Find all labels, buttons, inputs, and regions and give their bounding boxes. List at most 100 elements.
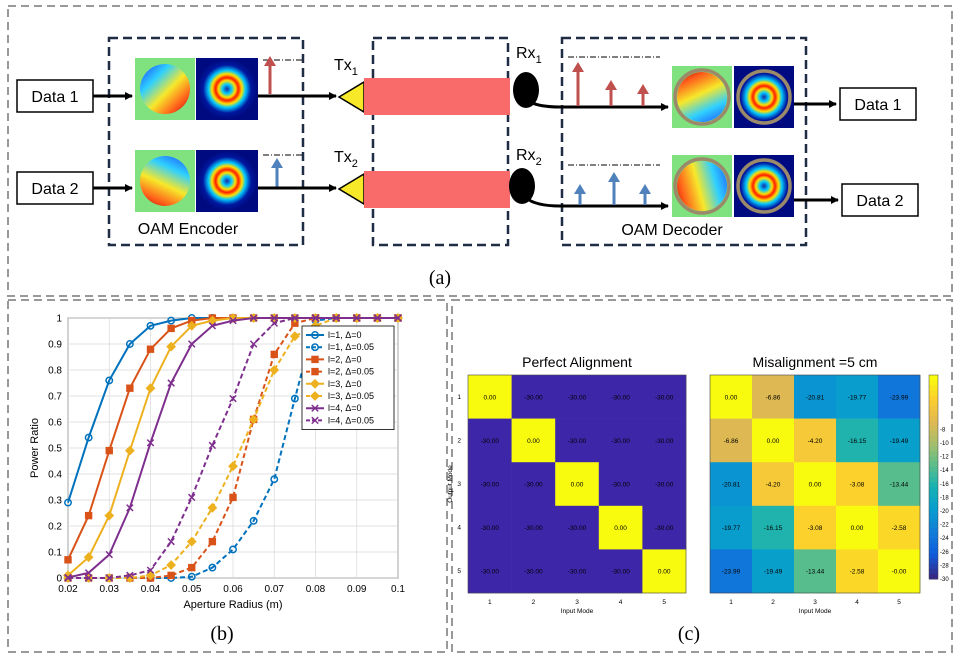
- channel-box: [371, 36, 510, 247]
- rx2-label: Rx2: [516, 147, 542, 168]
- y-tick-label: 0.9: [48, 340, 62, 351]
- data-point: [105, 550, 113, 559]
- cell-value: -16.15: [848, 438, 867, 445]
- panel-a-label: (a): [429, 267, 451, 289]
- dec-arrow-red-b-head: [605, 80, 617, 90]
- cell-value: -19.49: [764, 569, 783, 576]
- heatmap-cell: [555, 549, 600, 594]
- power-ratio-chart: 0.02 0.03 0.04 0.05 0.06 0.07 0.08 0.09 0.1 0 0.1 0…: [29, 313, 405, 611]
- colorbar-step: [929, 461, 938, 468]
- heatmap-frame: [467, 374, 687, 594]
- heatmap-cell: [752, 418, 795, 463]
- rx1-detector: [513, 72, 539, 108]
- colorbar-tick: -12: [940, 455, 949, 461]
- cell-value: -6.86: [724, 438, 739, 445]
- colorbar-tick: -24: [940, 536, 949, 542]
- heatmap-cell: [836, 418, 879, 463]
- cell-value: 0.00: [809, 482, 822, 489]
- dec-phase-spiral-1: [677, 72, 727, 122]
- x-tick-label: 4: [619, 599, 623, 606]
- cell-value: -20.81: [722, 482, 741, 489]
- cell-value: -13.44: [890, 482, 909, 489]
- cell-value: -30.00: [481, 482, 500, 489]
- dec-arrow-blue-c-head: [639, 184, 651, 194]
- colorbar-frame: [928, 374, 939, 580]
- cell-value: -30.00: [611, 438, 630, 445]
- mode-arrow-blue-1-head: [271, 158, 283, 168]
- data-point: [167, 316, 176, 325]
- beam-1: [364, 78, 510, 115]
- data-point: [289, 331, 300, 342]
- data-point: [105, 376, 114, 385]
- cell-value: -30.00: [568, 569, 587, 576]
- y-tick-label: 0.3: [48, 496, 62, 507]
- panel-c-border: [451, 299, 953, 653]
- heatmap-cell: [598, 505, 643, 550]
- colorbar-step: [929, 568, 938, 575]
- dec-arrow-red-a-head: [572, 62, 584, 72]
- colorbar-step: [929, 538, 938, 544]
- cell-value: 0.00: [767, 438, 780, 445]
- data-point: [394, 314, 402, 322]
- heatmap-cell: [794, 418, 837, 463]
- data-point: [64, 498, 72, 507]
- colorbar-tick: -18: [940, 495, 949, 501]
- colorbar-step: [929, 543, 938, 549]
- cell-value: -3.08: [808, 525, 823, 532]
- output-data-1-label: Data 1: [854, 97, 901, 114]
- x-tick-label: 0.05: [182, 584, 202, 595]
- heatmap-cell: [878, 549, 921, 594]
- data-point: [167, 379, 175, 387]
- colorbar-tick: -30: [940, 577, 949, 583]
- series-8: [64, 314, 402, 582]
- phase-spiral-1: [140, 64, 190, 114]
- cell-value: 0.00: [725, 394, 738, 401]
- cell-value: -4.20: [766, 482, 781, 489]
- data-point: [353, 314, 361, 322]
- data-point: [228, 313, 238, 323]
- legend-entry: l=3, Δ=0: [328, 379, 362, 389]
- cell-value: -16.15: [764, 525, 783, 532]
- data-point: [166, 341, 177, 352]
- colorbar-tick: -14: [940, 468, 949, 474]
- data-point: [84, 574, 93, 582]
- x-tick-label: 1: [729, 599, 733, 606]
- tx1-lens: [337, 80, 365, 114]
- data-point: [167, 324, 175, 333]
- data-point: [311, 343, 319, 352]
- cell-value: -23.99: [722, 569, 741, 576]
- cell-value: -4.20: [808, 438, 823, 445]
- panel-b-label: (b): [210, 623, 233, 645]
- heatmap-cell: [555, 462, 600, 507]
- decoder-label: OAM Decoder: [621, 222, 723, 239]
- data-point: [229, 545, 237, 554]
- colorbar-tick: -16: [940, 482, 949, 488]
- data-point: [270, 350, 278, 359]
- colorbar-step: [929, 482, 938, 488]
- heatmap-cell: [710, 505, 753, 550]
- heatmap-cell: [878, 375, 921, 419]
- heatmap-title: Perfect Alignment: [522, 354, 632, 370]
- y-tick-label: 0.4: [48, 470, 62, 481]
- colorbar-step: [929, 492, 938, 498]
- heatmap-cell: [468, 375, 512, 419]
- heatmap-cell: [642, 418, 687, 463]
- beam-2: [364, 171, 510, 208]
- heatmap-frame: [709, 374, 921, 594]
- legend-entry: l=4, Δ=0.05: [328, 415, 374, 425]
- panel-b-border: [7, 299, 448, 653]
- data-point: [269, 365, 280, 375]
- cell-value: -19.49: [890, 438, 909, 445]
- colorbar-step: [929, 477, 938, 483]
- cell-value: -30.00: [655, 394, 674, 401]
- x-tick-label: 1: [488, 599, 492, 606]
- colorbar-step: [929, 563, 938, 570]
- cell-value: -2.58: [850, 569, 865, 576]
- colorbar-step: [929, 451, 938, 458]
- data-point: [291, 314, 299, 322]
- legend-entry: l=3, Δ=0.05: [328, 391, 374, 401]
- colorbar-step: [929, 420, 938, 427]
- decoder-box: [560, 36, 808, 247]
- x-tick-label: 0.06: [223, 584, 243, 595]
- colorbar-step: [929, 400, 938, 407]
